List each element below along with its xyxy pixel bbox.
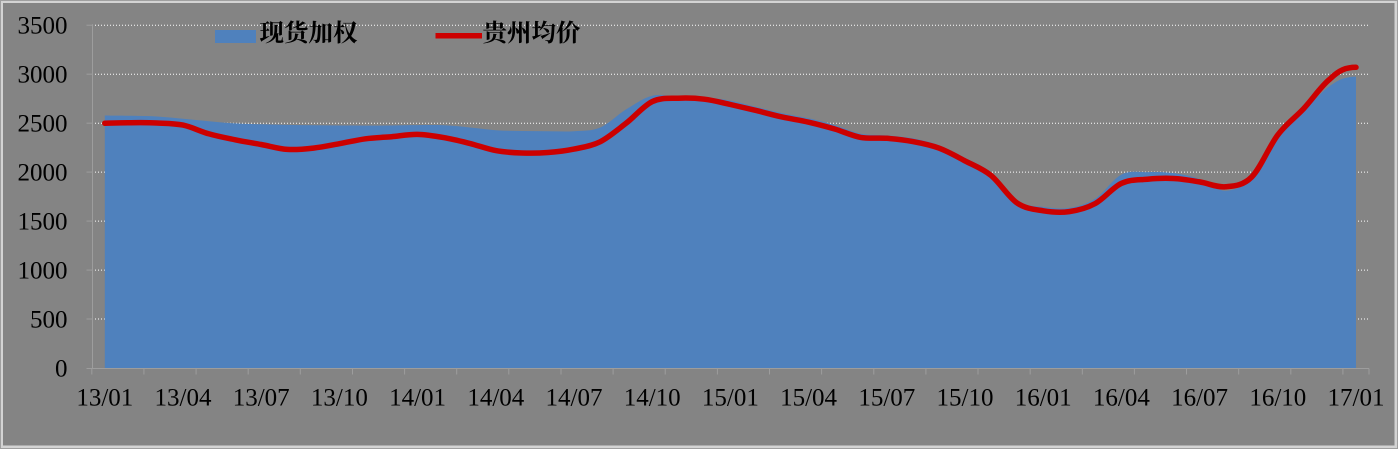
svg-text:17/01: 17/01 xyxy=(1328,385,1385,412)
svg-text:1500: 1500 xyxy=(18,208,68,235)
svg-text:1000: 1000 xyxy=(18,257,68,284)
svg-text:14/04: 14/04 xyxy=(467,385,524,412)
svg-text:13/10: 13/10 xyxy=(311,385,368,412)
svg-text:2000: 2000 xyxy=(18,159,68,186)
svg-text:16/07: 16/07 xyxy=(1171,385,1228,412)
svg-text:14/10: 14/10 xyxy=(624,385,681,412)
svg-text:15/07: 15/07 xyxy=(858,385,915,412)
svg-text:13/04: 13/04 xyxy=(155,385,212,412)
svg-text:16/04: 16/04 xyxy=(1093,385,1150,412)
svg-text:0: 0 xyxy=(55,355,68,382)
svg-text:2500: 2500 xyxy=(18,111,68,138)
svg-text:3000: 3000 xyxy=(18,62,68,89)
svg-text:15/04: 15/04 xyxy=(780,385,837,412)
svg-text:3500: 3500 xyxy=(18,13,68,40)
svg-text:14/07: 14/07 xyxy=(546,385,603,412)
svg-text:15/10: 15/10 xyxy=(937,385,994,412)
svg-text:500: 500 xyxy=(30,306,68,333)
svg-text:16/01: 16/01 xyxy=(1015,385,1072,412)
svg-text:13/01: 13/01 xyxy=(76,385,133,412)
svg-text:13/07: 13/07 xyxy=(233,385,290,412)
svg-text:16/10: 16/10 xyxy=(1249,385,1306,412)
svg-text:15/01: 15/01 xyxy=(702,385,759,412)
svg-text:14/01: 14/01 xyxy=(389,385,446,412)
